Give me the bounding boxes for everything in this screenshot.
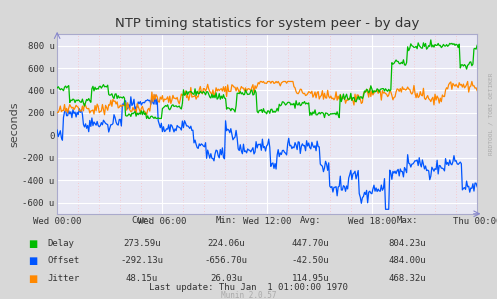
Y-axis label: seconds: seconds	[9, 101, 19, 147]
Text: 484.00u: 484.00u	[389, 256, 426, 265]
Text: ■: ■	[28, 274, 37, 284]
Text: 273.59u: 273.59u	[123, 239, 161, 248]
Text: -292.13u: -292.13u	[120, 256, 163, 265]
Text: Last update: Thu Jan  1 01:00:00 1970: Last update: Thu Jan 1 01:00:00 1970	[149, 283, 348, 292]
Text: 114.95u: 114.95u	[292, 274, 330, 283]
Text: RRDTOOL / TOBI OETIKER: RRDTOOL / TOBI OETIKER	[489, 72, 494, 155]
Text: ■: ■	[28, 239, 37, 249]
Text: 468.32u: 468.32u	[389, 274, 426, 283]
Text: Avg:: Avg:	[300, 216, 322, 225]
Text: 804.23u: 804.23u	[389, 239, 426, 248]
Text: 48.15u: 48.15u	[126, 274, 158, 283]
Text: -42.50u: -42.50u	[292, 256, 330, 265]
Text: Min:: Min:	[215, 216, 237, 225]
Text: ■: ■	[28, 256, 37, 266]
Text: 26.03u: 26.03u	[210, 274, 242, 283]
Title: NTP timing statistics for system peer - by day: NTP timing statistics for system peer - …	[115, 17, 419, 30]
Text: Munin 2.0.57: Munin 2.0.57	[221, 291, 276, 299]
Text: -656.70u: -656.70u	[205, 256, 248, 265]
Text: Offset: Offset	[47, 256, 80, 265]
Text: 224.06u: 224.06u	[207, 239, 245, 248]
Text: Cur:: Cur:	[131, 216, 153, 225]
Text: Jitter: Jitter	[47, 274, 80, 283]
Text: Max:: Max:	[397, 216, 418, 225]
Text: Delay: Delay	[47, 239, 74, 248]
Text: 447.70u: 447.70u	[292, 239, 330, 248]
